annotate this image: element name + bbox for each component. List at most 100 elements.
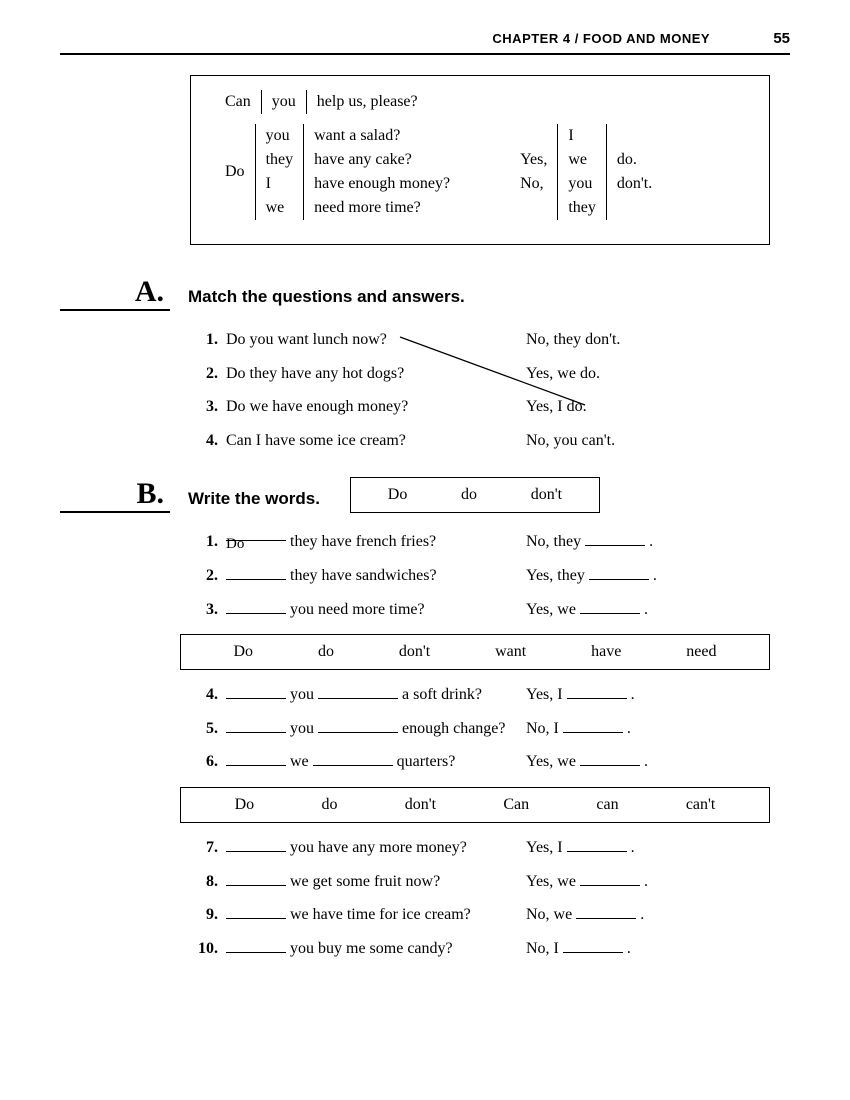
q-num: 2.: [190, 357, 218, 391]
blank[interactable]: [576, 903, 636, 919]
qa-row: 4. Can I have some ice cream? No, you ca…: [190, 424, 790, 458]
a-text: No, I .: [526, 712, 631, 746]
blank[interactable]: [226, 564, 286, 580]
exercise-b: 1. Do they have french fries? No, they .…: [190, 525, 790, 965]
blank[interactable]: [589, 564, 649, 580]
q-text: you buy me some candy?: [226, 932, 526, 966]
section-b-letter: B.: [60, 477, 170, 513]
qa-row: 1. Do you want lunch now? No, they don't…: [190, 323, 790, 357]
blank[interactable]: [226, 836, 286, 852]
q-num: 9.: [190, 898, 218, 932]
blank[interactable]: [313, 750, 393, 766]
q-num: 3.: [190, 593, 218, 627]
page-header: CHAPTER 4 / FOOD AND MONEY 55: [60, 30, 790, 55]
blank[interactable]: [226, 750, 286, 766]
q-num: 8.: [190, 865, 218, 899]
grammar-subj: we: [266, 196, 294, 220]
a-text: No, we .: [526, 898, 644, 932]
blank[interactable]: [585, 530, 645, 546]
q-text: you need more time?: [226, 593, 526, 627]
q-text: you a soft drink?: [226, 678, 526, 712]
q-text: you enough change?: [226, 712, 526, 746]
q-text: you have any more money?: [226, 831, 526, 865]
blank[interactable]: [563, 717, 623, 733]
grammar-subj: they: [266, 148, 294, 172]
word: Do: [235, 796, 255, 814]
fill-row: 10. you buy me some candy? No, I .: [190, 932, 790, 966]
q-num: 6.: [190, 745, 218, 779]
blank[interactable]: [567, 836, 627, 852]
word-box-1: Do do don't: [350, 477, 600, 513]
fill-row: 9. we have time for ice cream? No, we .: [190, 898, 790, 932]
page-number: 55: [773, 30, 790, 47]
q-num: 1.: [190, 525, 218, 559]
section-a-title: Match the questions and answers.: [188, 287, 465, 311]
fill-row: 1. Do they have french fries? No, they .: [190, 525, 790, 559]
grammar-subj: I: [266, 172, 294, 196]
q-num: 4.: [190, 678, 218, 712]
q-text: we get some fruit now?: [226, 865, 526, 899]
a-text: No, you can't.: [526, 424, 615, 458]
q-text: Do you want lunch now?: [226, 323, 526, 357]
word-box-2: Do do don't want have need: [180, 634, 770, 670]
chapter-title: CHAPTER 4 / FOOD AND MONEY: [492, 31, 710, 46]
grammar-box: Can you help us, please? Do you they I w…: [190, 75, 770, 245]
blank[interactable]: [580, 598, 640, 614]
blank[interactable]: [580, 870, 640, 886]
q-text: Do they have any hot dogs?: [226, 357, 526, 391]
grammar-resp-verb: don't.: [617, 172, 652, 196]
blank[interactable]: [318, 683, 398, 699]
word-box-3: Do do don't Can can can't: [180, 787, 770, 823]
a-text: Yes, we .: [526, 593, 648, 627]
grammar-subj: you: [266, 124, 294, 148]
section-a-letter: A.: [60, 275, 170, 311]
blank[interactable]: [567, 683, 627, 699]
word: need: [686, 643, 716, 661]
word: don't: [531, 486, 562, 504]
fill-row: 5. you enough change? No, I .: [190, 712, 790, 746]
q-num: 5.: [190, 712, 218, 746]
fill-row: 4. you a soft drink? Yes, I .: [190, 678, 790, 712]
word: do: [461, 486, 477, 504]
grammar-resp-subj: we: [568, 148, 596, 172]
a-text: Yes, I .: [526, 678, 635, 712]
word: can: [596, 796, 618, 814]
grammar-r2-aux: Do: [225, 160, 245, 184]
grammar-pred: have enough money?: [314, 172, 450, 196]
word: do: [318, 643, 334, 661]
q-num: 7.: [190, 831, 218, 865]
grammar-r1-a: Can: [225, 90, 251, 114]
q-num: 3.: [190, 390, 218, 424]
a-text: Yes, we .: [526, 745, 648, 779]
handwritten-answer: Do: [226, 536, 244, 552]
word: do: [321, 796, 337, 814]
blank[interactable]: Do: [226, 525, 286, 541]
q-num: 10.: [190, 932, 218, 966]
grammar-resp-subj: you: [568, 172, 596, 196]
section-b-title: Write the words.: [188, 489, 320, 513]
word: have: [591, 643, 621, 661]
word: can't: [686, 796, 716, 814]
blank[interactable]: [318, 717, 398, 733]
a-text: Yes, we .: [526, 865, 648, 899]
a-text: No, they .: [526, 525, 653, 559]
blank[interactable]: [563, 937, 623, 953]
fill-row: 3. you need more time? Yes, we .: [190, 593, 790, 627]
blank[interactable]: [226, 903, 286, 919]
grammar-pred: want a salad?: [314, 124, 450, 148]
grammar-resp-lead: Yes,: [520, 148, 547, 172]
a-text: Yes, they .: [526, 559, 657, 593]
word: Do: [233, 643, 253, 661]
blank[interactable]: [226, 598, 286, 614]
blank[interactable]: [226, 937, 286, 953]
blank[interactable]: [226, 717, 286, 733]
q-num: 4.: [190, 424, 218, 458]
q-text: Do we have enough money?: [226, 390, 526, 424]
blank[interactable]: [226, 683, 286, 699]
word: want: [495, 643, 526, 661]
fill-row: 7. you have any more money? Yes, I .: [190, 831, 790, 865]
blank[interactable]: [226, 870, 286, 886]
q-text: Do they have french fries?: [226, 525, 526, 559]
a-text: No, I .: [526, 932, 631, 966]
blank[interactable]: [580, 750, 640, 766]
